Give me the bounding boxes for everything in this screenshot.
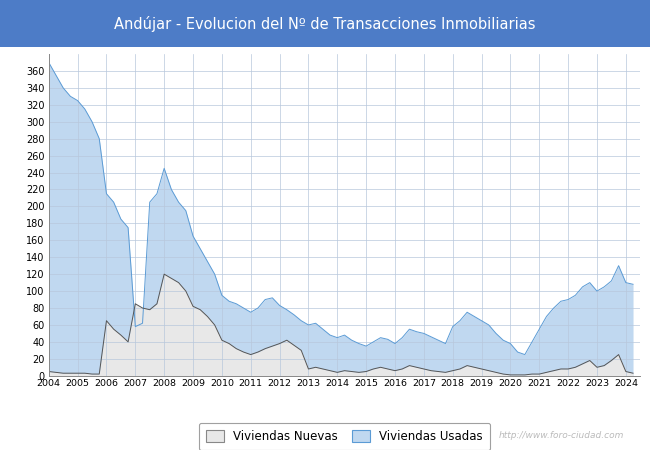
- Legend: Viviendas Nuevas, Viviendas Usadas: Viviendas Nuevas, Viviendas Usadas: [199, 423, 490, 450]
- Text: Andújar - Evolucion del Nº de Transacciones Inmobiliarias: Andújar - Evolucion del Nº de Transaccio…: [114, 16, 536, 32]
- Text: http://www.foro-ciudad.com: http://www.foro-ciudad.com: [499, 431, 624, 440]
